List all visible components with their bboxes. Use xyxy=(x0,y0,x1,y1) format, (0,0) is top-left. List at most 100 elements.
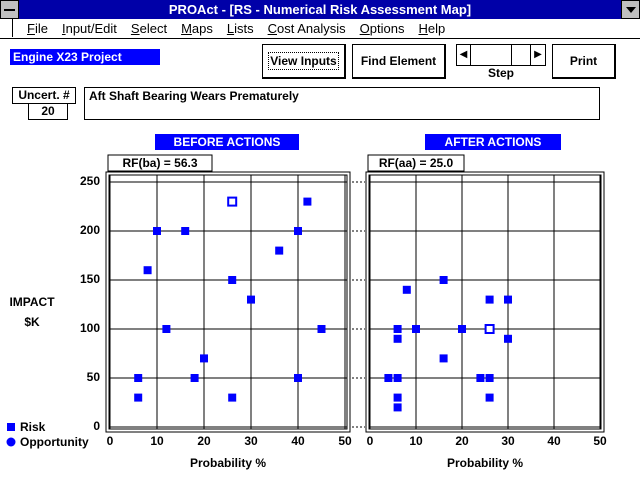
risk-point xyxy=(294,227,302,235)
step-label: Step xyxy=(487,66,514,80)
risk-point xyxy=(247,295,255,304)
risk-point xyxy=(504,295,512,304)
risk-point xyxy=(412,325,420,333)
button-label: Print xyxy=(569,54,598,68)
menu-item[interactable]: Options xyxy=(359,21,405,36)
step-scrollbar[interactable]: ◀ ▶ xyxy=(456,44,546,66)
button-label: Find Element xyxy=(360,54,437,68)
view-inputs-button[interactable]: View Inputs xyxy=(262,44,346,79)
risk-point xyxy=(134,393,143,402)
chart-title-box xyxy=(155,134,299,150)
x-tick-label: 30 xyxy=(501,434,515,448)
y-tick-label: 250 xyxy=(80,174,100,188)
risk-point xyxy=(162,325,171,333)
menu-item[interactable]: Input/Edit xyxy=(61,21,117,36)
x-tick-label: 0 xyxy=(367,434,374,448)
x-tick-label: 20 xyxy=(455,434,469,448)
x-tick-label: 30 xyxy=(244,434,258,448)
opportunity-point xyxy=(484,324,495,334)
risk-point xyxy=(439,276,448,284)
risk-point xyxy=(393,403,402,412)
annotation: RF(ba) = 56.3 xyxy=(122,156,197,170)
plot-frame xyxy=(365,171,605,433)
menu-item[interactable]: Maps xyxy=(181,21,213,36)
find-element-button[interactable]: Find Element xyxy=(352,44,446,79)
menu-item[interactable]: File xyxy=(27,21,48,36)
x-tick-label: 10 xyxy=(409,434,423,448)
risk-point xyxy=(402,285,411,294)
uncert-description: Aft Shaft Bearing Wears Prematurely xyxy=(84,87,600,120)
y-tick-label: 50 xyxy=(87,370,101,384)
project-label: Engine X23 Project xyxy=(10,49,160,65)
system-menu-box[interactable] xyxy=(0,0,19,19)
x-tick-label: 10 xyxy=(150,434,164,448)
uncert-label: Uncert. # xyxy=(12,87,76,104)
print-button[interactable]: Print xyxy=(552,44,616,79)
risk-point xyxy=(228,276,237,284)
risk-point xyxy=(439,354,448,363)
risk-point xyxy=(393,374,402,382)
chart-title-box xyxy=(425,134,561,150)
risk-point xyxy=(393,325,402,333)
menu-item[interactable]: Cost Analysis xyxy=(267,21,346,36)
menu-bar: File Input/Edit Select Maps Lists Cost Analys… xyxy=(0,19,640,39)
legend-opportunity-marker xyxy=(6,437,16,447)
chart-title: AFTER ACTIONS xyxy=(445,135,542,149)
x-tick-label: 20 xyxy=(197,434,211,448)
plot-frame-inner xyxy=(368,174,602,430)
risk-point xyxy=(393,334,402,343)
risk-point xyxy=(275,246,284,255)
y-tick-label: 200 xyxy=(80,223,100,237)
menu-item[interactable]: Lists xyxy=(226,21,254,36)
x-tick-label: 40 xyxy=(547,434,561,448)
legend-risk-marker xyxy=(7,423,15,431)
risk-point xyxy=(190,374,199,382)
risk-point xyxy=(485,393,494,402)
opportunity-point xyxy=(227,196,238,207)
risk-point xyxy=(317,325,326,333)
step-thumb[interactable] xyxy=(511,45,531,65)
risk-point xyxy=(476,374,485,382)
risk-point xyxy=(181,227,190,235)
risk-point xyxy=(504,334,512,343)
risk-point xyxy=(143,266,152,275)
risk-point xyxy=(134,374,143,382)
annotation-box xyxy=(367,154,465,172)
plot-frame-inner xyxy=(108,174,348,430)
legend-label: Risk xyxy=(20,420,46,434)
title-bar: PROAct - [RS - Numerical Risk Assessment… xyxy=(0,0,640,19)
menu-item[interactable]: Select xyxy=(130,21,168,36)
step-left-arrow[interactable]: ◀ xyxy=(457,45,471,65)
y-axis-label: IMPACT $K xyxy=(9,295,55,329)
y-tick-label: 100 xyxy=(80,321,100,335)
risk-point xyxy=(228,393,237,402)
y-tick-label: 150 xyxy=(80,272,100,286)
risk-point xyxy=(485,374,494,382)
x-axis-label: Probability % xyxy=(190,456,266,470)
risk-point xyxy=(200,354,208,363)
risk-point xyxy=(294,374,302,382)
uncert-number: 20 xyxy=(28,103,68,120)
risk-point xyxy=(393,393,402,402)
legend-label: Opportunity xyxy=(20,435,89,449)
risk-point xyxy=(153,227,161,235)
button-label: View Inputs xyxy=(268,52,339,70)
window-title: PROAct - [RS - Numerical Risk Assessment… xyxy=(168,2,472,17)
x-tick-label: 50 xyxy=(593,434,607,448)
risk-point xyxy=(458,325,466,333)
chart-title: BEFORE ACTIONS xyxy=(174,135,281,149)
annotation: RF(aa) = 25.0 xyxy=(379,156,454,170)
menu-item[interactable]: Help xyxy=(418,21,446,36)
annotation-box xyxy=(107,154,213,172)
step-right-arrow[interactable]: ▶ xyxy=(534,49,542,60)
plot-frame xyxy=(105,171,351,433)
risk-point xyxy=(303,197,312,206)
x-tick-label: 0 xyxy=(107,434,114,448)
risk-point xyxy=(384,374,393,382)
x-tick-label: 40 xyxy=(291,434,305,448)
y-tick-label: 0 xyxy=(93,419,100,433)
x-axis-label: Probability % xyxy=(447,456,523,470)
x-tick-label: 50 xyxy=(338,434,352,448)
